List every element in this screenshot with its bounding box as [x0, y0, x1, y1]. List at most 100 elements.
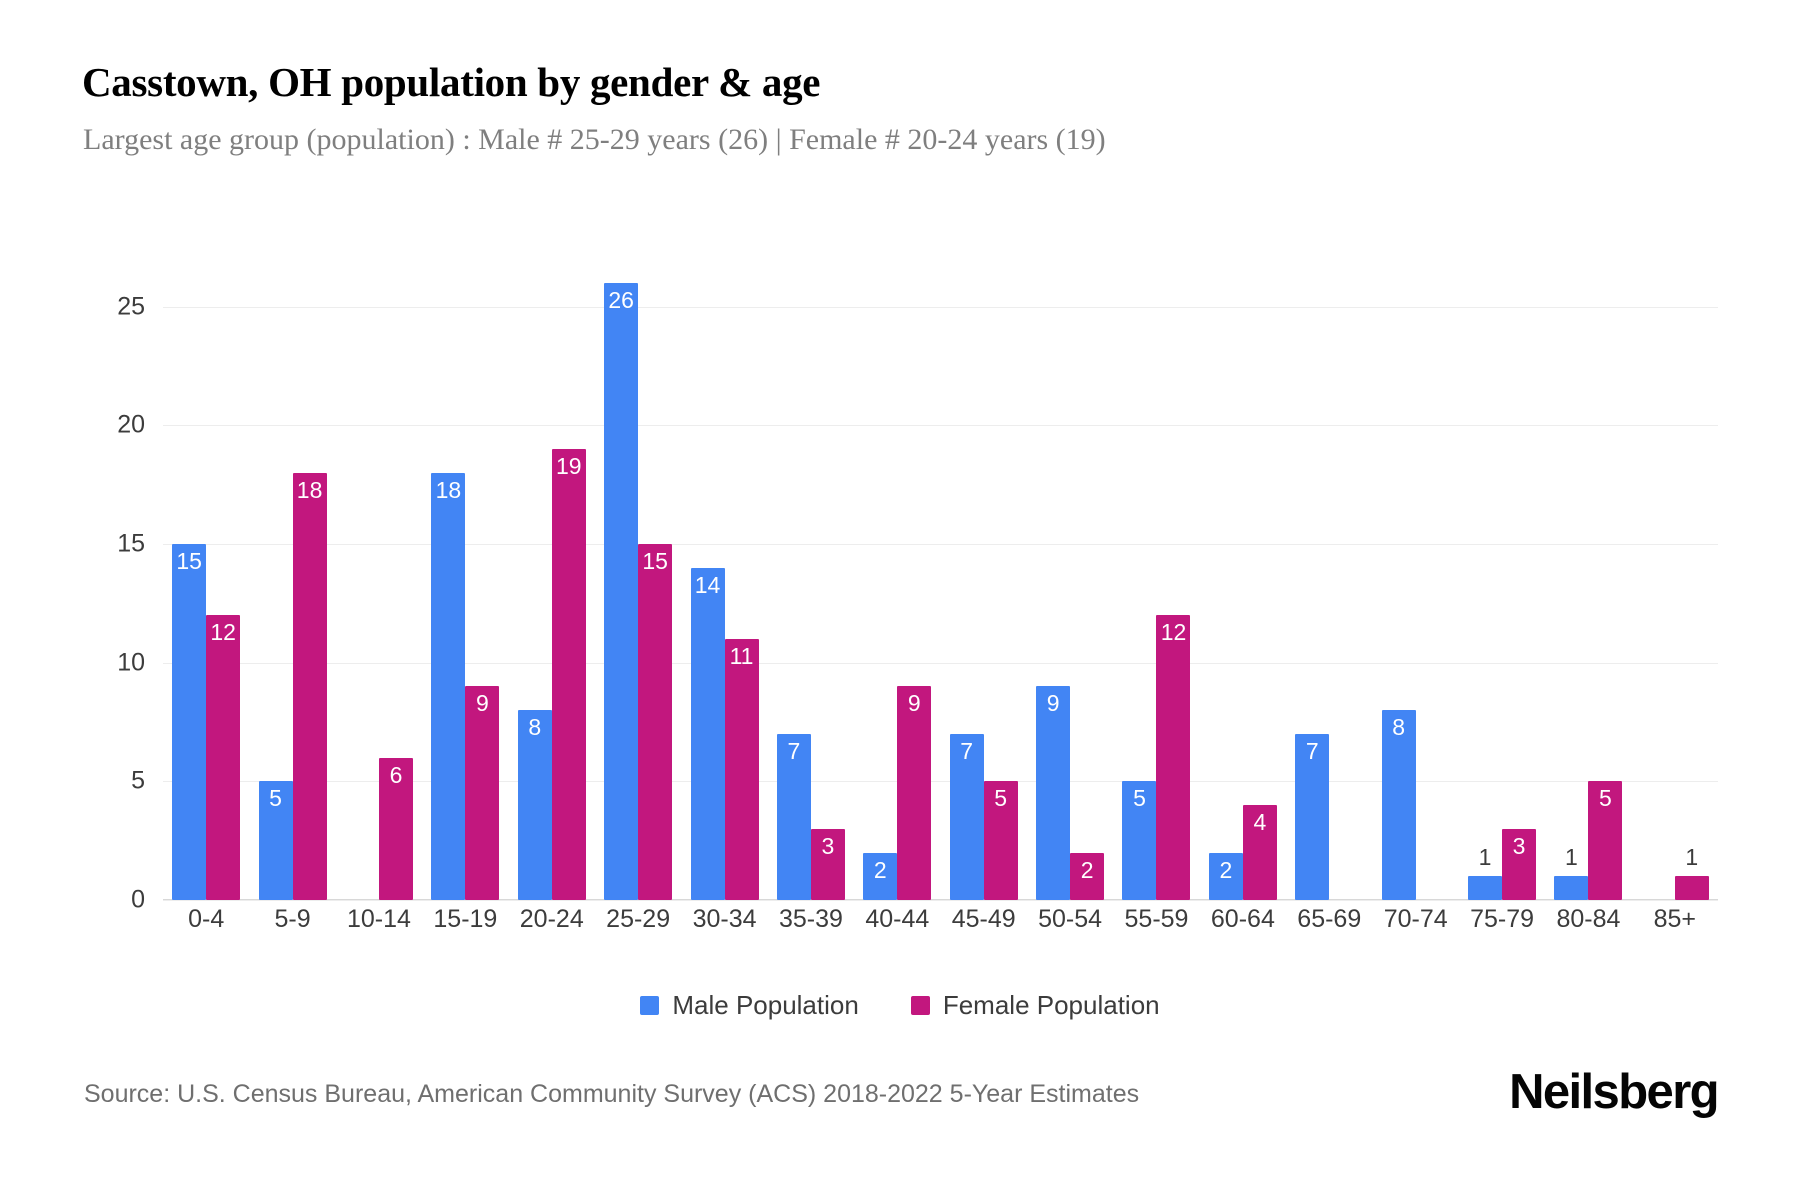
x-axis-tick-label: 40-44 [865, 905, 930, 933]
bar-female[interactable]: 3 [1502, 828, 1537, 900]
bar-female[interactable]: 3 [810, 828, 845, 900]
bar-female[interactable]: 5 [983, 781, 1018, 900]
bar-male[interactable]: 8 [1381, 710, 1416, 900]
y-axis-tick-label: 25 [117, 292, 145, 321]
x-axis-tick-label: 50-54 [1038, 905, 1103, 933]
legend-label: Male Population [672, 990, 859, 1020]
bar-male[interactable]: 1 [1554, 846, 1589, 900]
x-axis-tick-label: 45-49 [951, 905, 1016, 933]
bar-female[interactable]: 1 [1674, 846, 1709, 900]
bar-value-label: 15 [642, 548, 668, 575]
bar-male[interactable]: 5 [258, 781, 293, 900]
bar-value-label: 8 [528, 714, 542, 741]
bar-male[interactable]: 8 [517, 710, 552, 900]
gridline [163, 900, 1718, 901]
bar-value-label: 7 [960, 737, 974, 764]
x-axis-tick-label: 65-69 [1297, 905, 1362, 933]
x-axis-tick-label: 70-74 [1383, 905, 1448, 933]
y-axis-tick-label: 5 [131, 766, 145, 795]
bar-value-label: 7 [1305, 737, 1319, 764]
plot-area: 15 12 5 18 6 18 9 8 19 26 15 14 11 7 3 2 9 7 5 9 2 5 12 2 4 7 8 1 3 1… [163, 283, 1718, 901]
bar-female[interactable]: 4 [1242, 805, 1277, 900]
y-axis-tick-label: 0 [131, 885, 145, 914]
bar-male[interactable]: 7 [1295, 733, 1330, 900]
bar-value-label: 2 [1219, 856, 1233, 883]
bar-value-label: 18 [435, 476, 462, 503]
bar-female[interactable]: 18 [292, 472, 327, 900]
bar-group: 1 [1632, 283, 1718, 900]
bar-groups: 15 12 5 18 6 18 9 8 19 26 15 14 11 7 3 2 9 7 5 9 2 5 12 2 4 7 8 1 3 1… [163, 283, 1718, 900]
bar-value-label: 9 [907, 690, 921, 717]
bar-value-label: 4 [1253, 809, 1267, 836]
gridline [163, 306, 1718, 308]
x-axis-tick-label: 5-9 [274, 905, 311, 933]
bar-value-label: 15 [176, 548, 202, 575]
x-axis-tick-label: 35-39 [778, 905, 843, 933]
bar-male[interactable]: 7 [776, 733, 811, 900]
bar-male[interactable]: 5 [1122, 781, 1157, 900]
bar-male[interactable]: 1 [1468, 846, 1503, 900]
bar-male[interactable]: 18 [431, 472, 466, 900]
bar-value-label: 1 [1565, 844, 1578, 871]
bar-male[interactable]: 15 [172, 544, 207, 900]
bar-female[interactable]: 9 [465, 686, 500, 900]
x-axis-line [163, 899, 1718, 900]
bar-value-label: 18 [296, 476, 323, 503]
bar-value-label: 12 [1160, 619, 1187, 646]
source-note: Source: U.S. Census Bureau, American Com… [84, 1080, 1140, 1108]
x-axis-tick-label: 20-24 [519, 905, 584, 933]
gridline [163, 544, 1718, 546]
bar-group: 14 11 [681, 283, 767, 900]
bar-female[interactable]: 19 [551, 449, 586, 900]
x-axis-tick-label: 55-59 [1124, 905, 1189, 933]
bar-value-label: 3 [821, 832, 835, 859]
bar-group: 15 12 [163, 283, 249, 900]
legend-item[interactable]: Female Population [910, 990, 1160, 1021]
brand-logo: Neilsberg [1509, 1065, 1720, 1119]
bar-male[interactable]: 9 [1036, 686, 1071, 900]
bar-value-label: 19 [555, 453, 582, 480]
y-axis-tick-label: 20 [117, 410, 145, 439]
x-axis-tick-label: 85+ [1653, 905, 1697, 933]
bar-female[interactable]: 5 [1588, 781, 1623, 900]
gridline [163, 425, 1718, 427]
bar-male[interactable]: 14 [690, 567, 725, 900]
bar-value-label: 12 [210, 619, 236, 646]
bar-female[interactable]: 12 [206, 615, 241, 900]
bar-value-label: 26 [608, 287, 634, 313]
x-axis-tick-label: 10-14 [347, 905, 411, 933]
bar-male[interactable]: 7 [949, 733, 984, 900]
page-subtitle: Largest age group (population) : Male # … [83, 123, 1106, 156]
bar-male[interactable]: 2 [863, 852, 898, 900]
bar-value-label: 1 [1478, 844, 1492, 871]
bar-female[interactable]: 2 [1070, 852, 1105, 900]
x-axis-tick-label: 25-29 [606, 905, 671, 933]
bar-female[interactable]: 11 [724, 638, 759, 900]
legend-swatch-icon [910, 996, 930, 1015]
x-axis-tick-label: 60-64 [1210, 905, 1275, 933]
gridline [163, 781, 1718, 783]
bar-female[interactable]: 15 [638, 544, 673, 900]
legend-label: Female Population [942, 990, 1160, 1020]
bar-group: 6 [336, 283, 422, 900]
bar-value-label: 5 [1599, 785, 1612, 812]
bar-female[interactable]: 12 [1156, 615, 1191, 900]
x-axis-tick-label: 15-19 [433, 905, 498, 933]
bar-value-label: 3 [1512, 832, 1526, 859]
bar-value-label: 2 [1080, 856, 1094, 883]
bar-group: 18 9 [422, 283, 508, 900]
bar-male[interactable]: 2 [1208, 852, 1243, 900]
bar-female[interactable]: 9 [897, 686, 932, 900]
page-title: Casstown, OH population by gender & age [82, 59, 821, 105]
bar-value-label: 2 [873, 856, 887, 883]
legend-item[interactable]: Male Population [640, 990, 859, 1021]
bar-female[interactable]: 6 [378, 757, 413, 900]
bar-male[interactable]: 26 [604, 283, 639, 900]
